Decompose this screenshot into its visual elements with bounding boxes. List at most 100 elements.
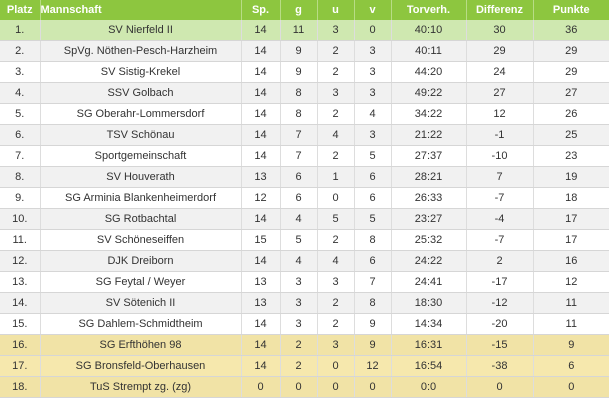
cell-gewonnen: 8	[280, 103, 318, 125]
cell-unentschieden: 5	[317, 208, 355, 230]
cell-team: SV Sötenich II	[40, 292, 242, 314]
cell-torverhaeltnis: 18:30	[391, 292, 467, 314]
cell-gewonnen: 6	[280, 187, 318, 209]
cell-verloren: 3	[354, 82, 392, 104]
cell-verloren: 6	[354, 166, 392, 188]
cell-platz: 11.	[0, 229, 41, 251]
cell-differenz: 12	[466, 103, 534, 125]
cell-team: SG Feytal / Weyer	[40, 271, 242, 293]
cell-punkte: 29	[533, 40, 609, 62]
column-header-unentschieden: u	[317, 0, 355, 20]
cell-team: SG Oberahr-Lommersdorf	[40, 103, 242, 125]
cell-differenz: 0	[466, 376, 534, 398]
cell-differenz: 27	[466, 82, 534, 104]
cell-differenz: 7	[466, 166, 534, 188]
cell-differenz: 29	[466, 40, 534, 62]
cell-spiele: 14	[241, 124, 281, 146]
cell-platz: 1.	[0, 20, 41, 41]
cell-verloren: 12	[354, 355, 392, 377]
table-row: 4. SSV Golbach 14 8 3 3 49:22 27 27	[0, 82, 609, 104]
cell-team: SV Nierfeld II	[40, 20, 242, 41]
cell-gewonnen: 6	[280, 166, 318, 188]
cell-punkte: 23	[533, 145, 609, 167]
column-header-torverhaeltnis: Torverh.	[391, 0, 467, 20]
cell-gewonnen: 11	[280, 20, 318, 41]
cell-differenz: -7	[466, 187, 534, 209]
cell-differenz: -20	[466, 313, 534, 335]
cell-team: TuS Strempt zg. (zg)	[40, 376, 242, 398]
cell-gewonnen: 7	[280, 145, 318, 167]
table-row: 11. SV Schöneseiffen 15 5 2 8 25:32 -7 17	[0, 229, 609, 251]
cell-gewonnen: 0	[280, 376, 318, 398]
cell-gewonnen: 3	[280, 313, 318, 335]
cell-spiele: 14	[241, 355, 281, 377]
cell-punkte: 29	[533, 61, 609, 83]
cell-punkte: 17	[533, 229, 609, 251]
cell-platz: 3.	[0, 61, 41, 83]
cell-team: SG Erfthöhen 98	[40, 334, 242, 356]
cell-torverhaeltnis: 34:22	[391, 103, 467, 125]
cell-team: SG Dahlem-Schmidtheim	[40, 313, 242, 335]
cell-unentschieden: 3	[317, 271, 355, 293]
cell-unentschieden: 0	[317, 187, 355, 209]
cell-torverhaeltnis: 24:41	[391, 271, 467, 293]
cell-gewonnen: 8	[280, 82, 318, 104]
cell-platz: 18.	[0, 376, 41, 398]
cell-verloren: 6	[354, 250, 392, 272]
cell-torverhaeltnis: 40:10	[391, 20, 467, 41]
cell-verloren: 9	[354, 334, 392, 356]
cell-punkte: 11	[533, 292, 609, 314]
column-header-gewonnen: g	[280, 0, 318, 20]
cell-platz: 2.	[0, 40, 41, 62]
cell-punkte: 25	[533, 124, 609, 146]
table-row: 2. SpVg. Nöthen-Pesch-Harzheim 14 9 2 3 40:11 2…	[0, 40, 609, 62]
cell-verloren: 8	[354, 292, 392, 314]
cell-platz: 4.	[0, 82, 41, 104]
cell-team: SSV Golbach	[40, 82, 242, 104]
cell-differenz: -17	[466, 271, 534, 293]
table-row: 9. SG Arminia Blankenheimerdorf 12 6 0 6 26:33…	[0, 187, 609, 209]
cell-differenz: -1	[466, 124, 534, 146]
table-row: 5. SG Oberahr-Lommersdorf 14 8 2 4 34:22 12 26	[0, 103, 609, 125]
cell-verloren: 8	[354, 229, 392, 251]
table-row: 16. SG Erfthöhen 98 14 2 3 9 16:31 -15 9	[0, 334, 609, 356]
cell-verloren: 3	[354, 61, 392, 83]
cell-spiele: 14	[241, 145, 281, 167]
cell-punkte: 18	[533, 187, 609, 209]
cell-gewonnen: 4	[280, 208, 318, 230]
column-header-mannschaft: Mannschaft	[40, 0, 242, 20]
cell-unentschieden: 0	[317, 376, 355, 398]
cell-team: SG Bronsfeld-Oberhausen	[40, 355, 242, 377]
cell-punkte: 9	[533, 334, 609, 356]
column-header-differenz: Differenz	[466, 0, 534, 20]
cell-torverhaeltnis: 23:27	[391, 208, 467, 230]
cell-torverhaeltnis: 0:0	[391, 376, 467, 398]
cell-spiele: 12	[241, 187, 281, 209]
cell-differenz: -4	[466, 208, 534, 230]
cell-torverhaeltnis: 44:20	[391, 61, 467, 83]
table-row: 10. SG Rotbachtal 14 4 5 5 23:27 -4 17	[0, 208, 609, 230]
table-row: 18. TuS Strempt zg. (zg) 0 0 0 0 0:0 0 0	[0, 376, 609, 398]
cell-torverhaeltnis: 26:33	[391, 187, 467, 209]
cell-team: SG Arminia Blankenheimerdorf	[40, 187, 242, 209]
table-row: 8. SV Houverath 13 6 1 6 28:21 7 19	[0, 166, 609, 188]
cell-unentschieden: 2	[317, 103, 355, 125]
cell-platz: 14.	[0, 292, 41, 314]
cell-spiele: 13	[241, 166, 281, 188]
cell-platz: 17.	[0, 355, 41, 377]
cell-differenz: -38	[466, 355, 534, 377]
cell-spiele: 14	[241, 61, 281, 83]
table-row: 1. SV Nierfeld II 14 11 3 0 40:10 30 36	[0, 20, 609, 41]
cell-spiele: 14	[241, 250, 281, 272]
cell-torverhaeltnis: 49:22	[391, 82, 467, 104]
cell-platz: 16.	[0, 334, 41, 356]
cell-spiele: 14	[241, 208, 281, 230]
cell-differenz: -12	[466, 292, 534, 314]
cell-punkte: 36	[533, 20, 609, 41]
cell-team: SV Houverath	[40, 166, 242, 188]
cell-torverhaeltnis: 28:21	[391, 166, 467, 188]
cell-torverhaeltnis: 40:11	[391, 40, 467, 62]
column-header-spiele: Sp.	[241, 0, 281, 20]
table-row: 3. SV Sistig-Krekel 14 9 2 3 44:20 24 29	[0, 61, 609, 83]
